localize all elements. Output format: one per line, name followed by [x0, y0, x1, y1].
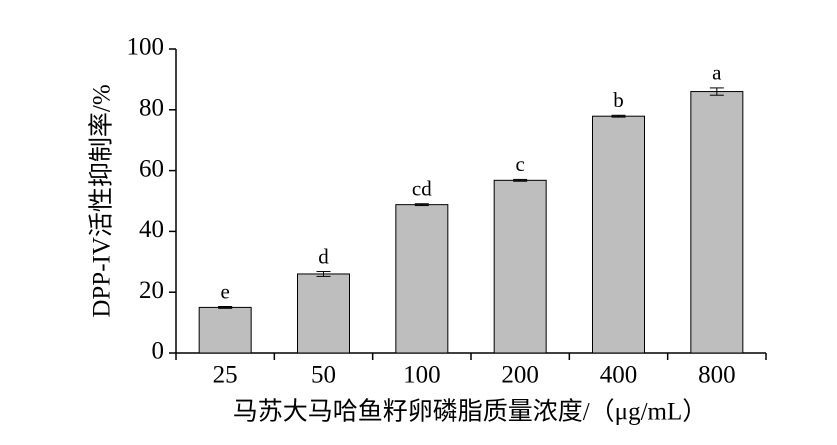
annotation: cd [412, 177, 432, 201]
x-tick-label: 400 [600, 362, 638, 389]
annotation: c [516, 152, 525, 176]
bar [395, 204, 449, 354]
x-axis-label: 马苏大马哈鱼籽卵磷脂质量浓度/（μg/mL） [233, 398, 708, 426]
y-tick-label: 20 [139, 277, 164, 304]
bar [297, 273, 350, 354]
bar [493, 179, 547, 354]
y-tick-label: 60 [139, 155, 164, 182]
error-bar [513, 178, 528, 182]
y-tick-label: 80 [139, 95, 164, 122]
y-tick-label: 0 [152, 338, 165, 365]
y-tick-label: 40 [139, 216, 164, 243]
y-tick-label: 100 [127, 34, 165, 61]
error-bar [611, 114, 626, 118]
annotation: e [221, 279, 230, 303]
error-bar [316, 271, 331, 277]
bar [690, 91, 744, 354]
bar [198, 306, 252, 354]
bar [592, 115, 645, 354]
error-bar [414, 203, 429, 207]
annotation: b [613, 88, 624, 112]
error-bar [709, 87, 724, 96]
annotation: d [318, 244, 329, 268]
x-tick-label: 200 [501, 362, 539, 389]
x-tick-label: 50 [311, 362, 336, 389]
y-axis-label: DPP-IV活性抑制率/% [88, 84, 116, 317]
x-tick-label: 25 [213, 362, 238, 389]
x-tick-label: 100 [403, 362, 441, 389]
x-tick-label: 800 [698, 362, 736, 389]
annotation: a [712, 61, 722, 85]
error-bar [218, 305, 233, 309]
